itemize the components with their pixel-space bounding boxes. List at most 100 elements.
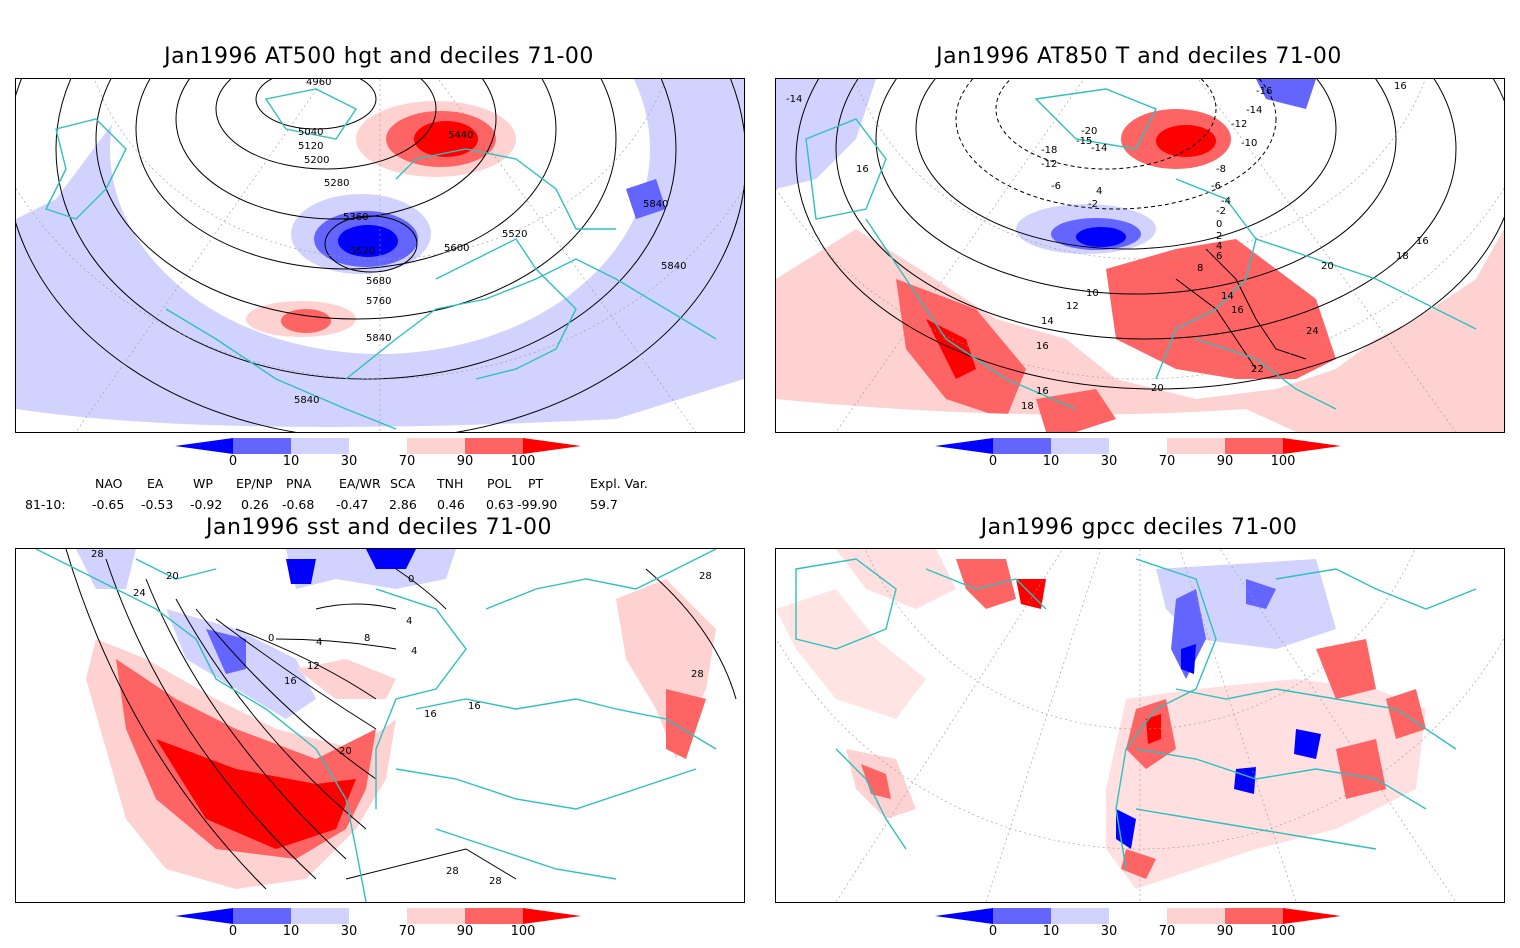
contour-label: -12 <box>1041 159 1057 170</box>
index-name: EP/NP <box>236 476 273 491</box>
contour-label: 16 <box>1394 81 1407 92</box>
contour-label: 4 <box>1096 186 1102 197</box>
panel-title-sst: Jan1996 sst and deciles 71-00 <box>205 515 553 540</box>
index-value: -0.92 <box>190 497 223 512</box>
contour-label: 8 <box>364 633 370 644</box>
index-row-label: 81-10: <box>25 497 66 512</box>
cbar-tick: 90 <box>456 924 474 939</box>
panel-title-gpcc: Jan1996 gpcc deciles 71-00 <box>980 515 1298 540</box>
contour-label: 6 <box>1216 251 1222 262</box>
colorbar-temp-right: 0 10 30 70 90 100 <box>935 438 1345 478</box>
cbar-tick: 30 <box>340 454 358 469</box>
contour-label: 16 <box>468 701 481 712</box>
contour-label: 28 <box>446 866 459 877</box>
contour-label: 12 <box>1066 301 1079 312</box>
index-value: -0.68 <box>282 497 315 512</box>
index-value: -99.90 <box>517 497 558 512</box>
cbar-seg <box>175 438 233 454</box>
cbar-tick: 10 <box>282 924 300 939</box>
index-name: POL <box>487 476 512 491</box>
contour-label: 0 <box>268 633 274 644</box>
contour-label: 5840 <box>661 261 686 272</box>
index-value: -0.65 <box>92 497 125 512</box>
contour-label: 16 <box>284 676 297 687</box>
contour-label: 18 <box>1021 401 1034 412</box>
cbar-tick: 10 <box>282 454 300 469</box>
index-name: EA/WR <box>339 476 381 491</box>
cbar-tick: 30 <box>1100 924 1118 939</box>
contour-label: 5360 <box>343 212 368 223</box>
map-panel-temp: -14 -16 -14 -12 -10 -8 -6 -4 -2 0 2 4 6 … <box>775 78 1505 433</box>
cbar-tick: 0 <box>988 924 998 939</box>
contour-label: 22 <box>1251 364 1264 375</box>
index-value: 59.7 <box>590 497 618 512</box>
cbar-tick: 100 <box>510 924 536 939</box>
contour-label: 5600 <box>444 243 469 254</box>
cbar-tick: 100 <box>510 454 536 469</box>
contour-label: -18 <box>1041 145 1057 156</box>
index-name: Expl. Var. <box>590 476 648 491</box>
colorbar-sst: 0 10 30 70 90 100 <box>175 908 585 948</box>
contour-label: 4 <box>1216 241 1222 252</box>
contour-label: -4 <box>1221 196 1231 207</box>
cbar-tick: 10 <box>1042 454 1060 469</box>
cbar-tick: 70 <box>1158 454 1176 469</box>
panel-title-hgt: Jan1996 AT500 hgt and deciles 71-00 <box>164 44 594 69</box>
contour-label: 5680 <box>366 276 391 287</box>
contour-label: 5840 <box>366 333 391 344</box>
index-value: 0.46 <box>437 497 465 512</box>
contour-label: -14 <box>1246 105 1262 116</box>
contour-label: 18 <box>1396 251 1409 262</box>
index-name: PT <box>528 476 544 491</box>
contour-label: 5440 <box>448 130 473 141</box>
contour-label: 16 <box>424 709 437 720</box>
index-value: 2.86 <box>389 497 417 512</box>
index-name: PNA <box>286 476 312 491</box>
contour-label: 28 <box>691 669 704 680</box>
cbar-tick: 70 <box>1158 924 1176 939</box>
contour-label: -2 <box>1216 206 1226 217</box>
cbar-tick: 100 <box>1270 924 1296 939</box>
cbar-tick: 100 <box>1270 454 1296 469</box>
contour-label: 5040 <box>298 127 323 138</box>
cbar-tick: 0 <box>228 924 238 939</box>
contour-label: 14 <box>1041 316 1054 327</box>
index-value: -0.47 <box>336 497 369 512</box>
contour-label: 16 <box>856 164 869 175</box>
contour-label: -14 <box>1091 143 1107 154</box>
contour-label: 0 <box>1216 219 1222 230</box>
contour-label: 24 <box>1306 326 1319 337</box>
index-name: SCA <box>390 476 416 491</box>
contour-label: 5840 <box>643 199 668 210</box>
contour-label: -6 <box>1051 181 1061 192</box>
contour-label: 16 <box>1036 386 1049 397</box>
index-name: NAO <box>95 476 123 491</box>
contour-label: 10 <box>1086 288 1099 299</box>
contour-label: 4960 <box>306 79 331 88</box>
cbar-tick: 90 <box>456 454 474 469</box>
contour-label: 5280 <box>324 178 349 189</box>
contour-label: 4 <box>316 637 322 648</box>
contour-label: -20 <box>1081 126 1097 137</box>
contour-label: 16 <box>1416 236 1429 247</box>
map-panel-gpcc <box>775 548 1505 903</box>
index-value: 0.63 <box>486 497 514 512</box>
contour-label: 2 <box>1216 231 1222 242</box>
index-name: WP <box>193 476 213 491</box>
contour-label: 20 <box>1321 261 1334 272</box>
index-value: 0.26 <box>241 497 269 512</box>
contour-label: -12 <box>1231 119 1247 130</box>
contour-label: 20 <box>339 746 352 757</box>
contour-label: 16 <box>1036 341 1049 352</box>
contour-label: 14 <box>1221 291 1234 302</box>
cbar-tick: 90 <box>1216 454 1234 469</box>
cbar-tick: 0 <box>988 454 998 469</box>
contour-label: 0 <box>408 574 414 585</box>
cbar-tick: 10 <box>1042 924 1060 939</box>
contour-label: 28 <box>699 571 712 582</box>
contour-label: -6 <box>1211 181 1221 192</box>
contour-label: 16 <box>1231 305 1244 316</box>
contour-label: 8 <box>1197 263 1203 274</box>
cbar-tick: 30 <box>340 924 358 939</box>
contour-label: 5520 <box>350 246 375 257</box>
